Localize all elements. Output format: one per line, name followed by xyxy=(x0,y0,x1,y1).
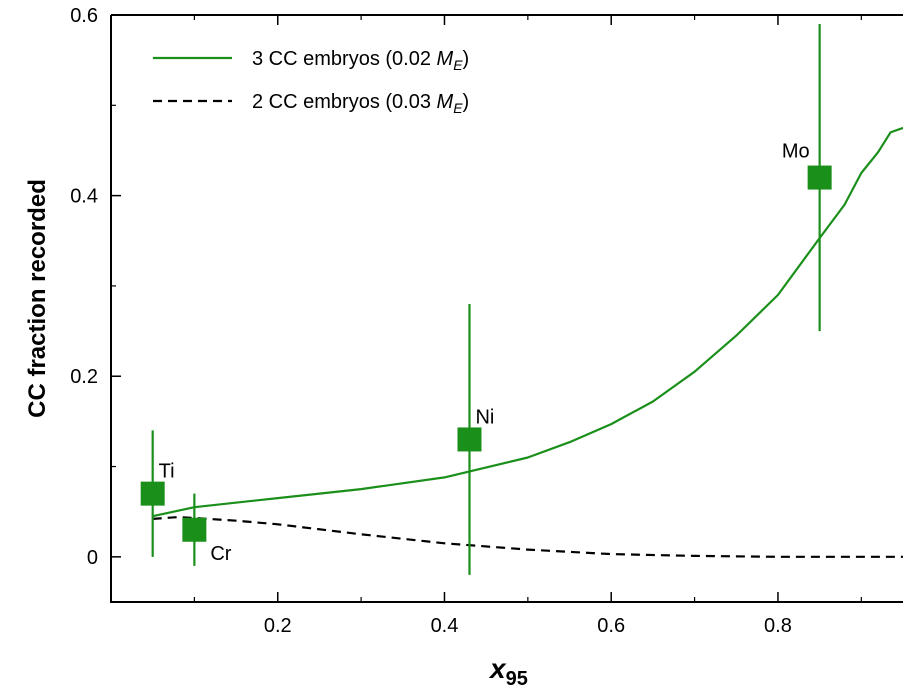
legend: 3 CC embryos (0.02 ME) 2 CC embryos (0.03… xyxy=(153,48,469,116)
legend-label: 2 CC embryos (0.03 ME) xyxy=(252,91,469,116)
axis-titles: x95 CC fraction recorded xyxy=(24,179,528,690)
y-tick-label: 0.4 xyxy=(70,186,98,208)
series-line-2cc xyxy=(152,516,903,558)
data-point-label: Mo xyxy=(782,141,810,163)
axes-layer: 0.2 0.4 0.6 0.8 0 0.2 0.4 0.6 xyxy=(70,5,903,637)
legend-label: 3 CC embryos (0.02 ME) xyxy=(252,48,469,73)
data-point-label: Ni xyxy=(475,406,494,428)
y-tick-label: 0.6 xyxy=(70,5,98,27)
x-axis-title: x95 xyxy=(488,653,528,690)
points-layer: Ti Cr Ni Mo xyxy=(140,24,832,575)
data-point-marker xyxy=(140,481,165,506)
data-point-label: Ti xyxy=(159,461,175,483)
y-tick-label: 0.2 xyxy=(70,366,98,388)
data-point-marker xyxy=(457,427,482,452)
axes-frame xyxy=(110,14,903,603)
data-point-marker xyxy=(182,517,207,542)
data-point-marker xyxy=(807,165,832,190)
y-tick-label: 0 xyxy=(87,547,98,569)
x-tick-label: 0.6 xyxy=(597,615,625,637)
data-point-label: Cr xyxy=(210,543,231,565)
x-tick-label: 0.8 xyxy=(764,615,792,637)
x-tick-label: 0.4 xyxy=(431,615,459,637)
y-axis-title: CC fraction recorded xyxy=(24,179,51,418)
x-axis-title-subscript: 95 xyxy=(506,668,528,690)
x-tick-label: 0.2 xyxy=(264,615,292,637)
series-layer xyxy=(152,126,903,558)
series-line-3cc xyxy=(152,126,903,518)
minor-ticks xyxy=(111,15,862,602)
